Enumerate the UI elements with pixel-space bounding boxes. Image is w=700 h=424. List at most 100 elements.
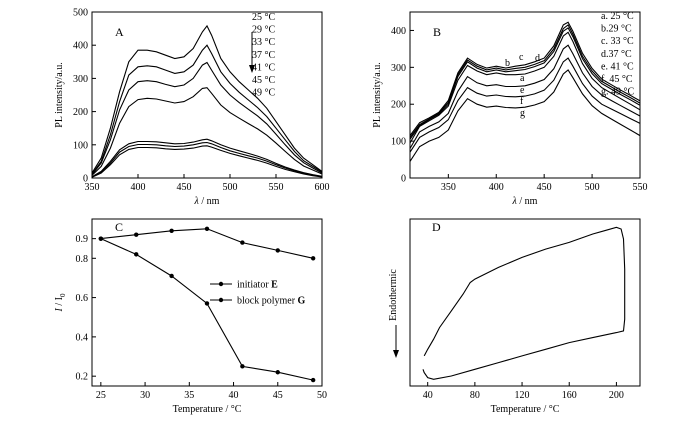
x-tick-label: 35 [184, 390, 194, 401]
legend-entry: block polymer G [237, 296, 306, 307]
y-tick-label: 300 [73, 74, 88, 85]
series-line [91, 61, 323, 176]
series-line [409, 21, 641, 136]
x-tick-label: 160 [562, 390, 577, 401]
x-tick-label: 45 [273, 390, 283, 401]
legend-marker [218, 297, 224, 303]
curve-label: f [520, 96, 524, 107]
data-point [98, 236, 104, 241]
x-tick-label: 600 [315, 182, 330, 193]
legend-entry: f. 45 °C [601, 74, 633, 85]
y-axis-label: PL intensity/a.u. [54, 62, 65, 127]
series-line [409, 24, 641, 138]
data-point [204, 301, 210, 306]
curve-label: c [519, 52, 524, 63]
panel-b: B 350 400 450 500 550 0 100 200 300 400 λ / nm PL in… [372, 11, 648, 207]
y-tick-label: 300 [391, 63, 406, 74]
x-tick-label: 40 [423, 390, 433, 401]
legend-entry: 29 °C [252, 25, 275, 36]
data-point [310, 256, 316, 261]
legend-entry: 25 °C [252, 12, 275, 23]
data-point [310, 377, 316, 383]
x-tick-label: 550 [269, 182, 284, 193]
series-line [91, 141, 323, 178]
legend-entry: d.37 °C [601, 49, 632, 60]
series-line [91, 24, 323, 174]
y-tick-label: 0.2 [76, 372, 89, 383]
y-tick-label: 400 [391, 26, 406, 37]
plot-frame [409, 218, 641, 387]
legend-entry: 45 °C [252, 75, 275, 86]
legend-entry: a. 25 °C [601, 11, 634, 22]
curve-label: g [520, 108, 525, 119]
y-tick-label: 200 [391, 100, 406, 111]
legend-entry: initiator E [237, 280, 278, 291]
legend-entry: b.29 °C [601, 24, 632, 35]
x-tick-label: 350 [85, 182, 100, 193]
data-point [240, 240, 245, 245]
legend-marker [218, 281, 224, 287]
plot-frame [91, 11, 323, 179]
x-tick-label: 550 [633, 182, 648, 193]
plot-frame [409, 11, 641, 179]
curve-label: b [505, 58, 510, 69]
panel-label: B [433, 25, 441, 39]
panel-label: C [115, 220, 123, 234]
y-tick-label: 0 [83, 174, 88, 185]
y-tick-label: 0.6 [76, 293, 89, 304]
series-line [91, 87, 323, 176]
y-axis-label: Endothermic [388, 269, 399, 321]
x-axis-label: λ / nm [512, 196, 538, 207]
data-point [204, 226, 210, 232]
curve-label: d [535, 53, 540, 64]
x-axis-label: Temperature / °C [491, 404, 560, 415]
panel-label: D [432, 220, 441, 234]
x-tick-label: 450 [537, 182, 552, 193]
data-point [275, 370, 280, 375]
x-tick-label: 40 [229, 390, 239, 401]
data-point [134, 252, 139, 257]
series-line [409, 27, 641, 140]
y-tick-label: 0.8 [76, 254, 89, 265]
x-tick-label: 25 [96, 390, 106, 401]
y-tick-label: 200 [73, 107, 88, 118]
series-line [91, 145, 323, 178]
series-line [409, 31, 641, 144]
panel-c: C 25 30 35 40 45 50 0.2 0.4 0.6 0.8 0.9 Temperature … [54, 218, 327, 415]
curve-label: a [520, 73, 525, 84]
panel-label: A [115, 25, 124, 39]
data-point [169, 228, 174, 233]
x-tick-label: 80 [470, 390, 480, 401]
y-tick-label: 400 [73, 41, 88, 52]
x-tick-label: 450 [177, 182, 192, 193]
x-tick-label: 200 [609, 390, 624, 401]
x-tick-label: 120 [515, 390, 530, 401]
endothermic-arrow-head [393, 350, 399, 358]
x-tick-label: 500 [585, 182, 600, 193]
data-point [134, 232, 139, 237]
y-axis-label: PL intensity/a.u. [372, 62, 383, 127]
y-tick-label: 100 [73, 140, 88, 151]
plot-frame [91, 218, 323, 387]
panel-d: D 40 80 120 160 200 Temperature / °C Endothermi… [388, 218, 641, 415]
legend-entry: 37 °C [252, 50, 275, 61]
legend-entry: 41 °C [252, 62, 275, 73]
series-line [409, 44, 641, 149]
legend-entry: g. 49 °C [601, 87, 634, 98]
legend-entry: e. 41 °C [601, 61, 634, 72]
x-tick-label: 30 [140, 390, 150, 401]
legend-entry: 49 °C [252, 88, 275, 99]
x-axis-label: Temperature / °C [173, 404, 242, 415]
series-line [91, 138, 323, 178]
y-tick-label: 0 [401, 174, 406, 185]
legend-entry: 33 °C [252, 37, 275, 48]
series-line [91, 44, 323, 175]
x-tick-label: 50 [317, 390, 327, 401]
data-point [240, 364, 245, 369]
x-tick-label: 400 [489, 182, 504, 193]
series-line [409, 69, 641, 162]
x-axis-label: λ / nm [194, 196, 220, 207]
series-line [409, 57, 641, 153]
